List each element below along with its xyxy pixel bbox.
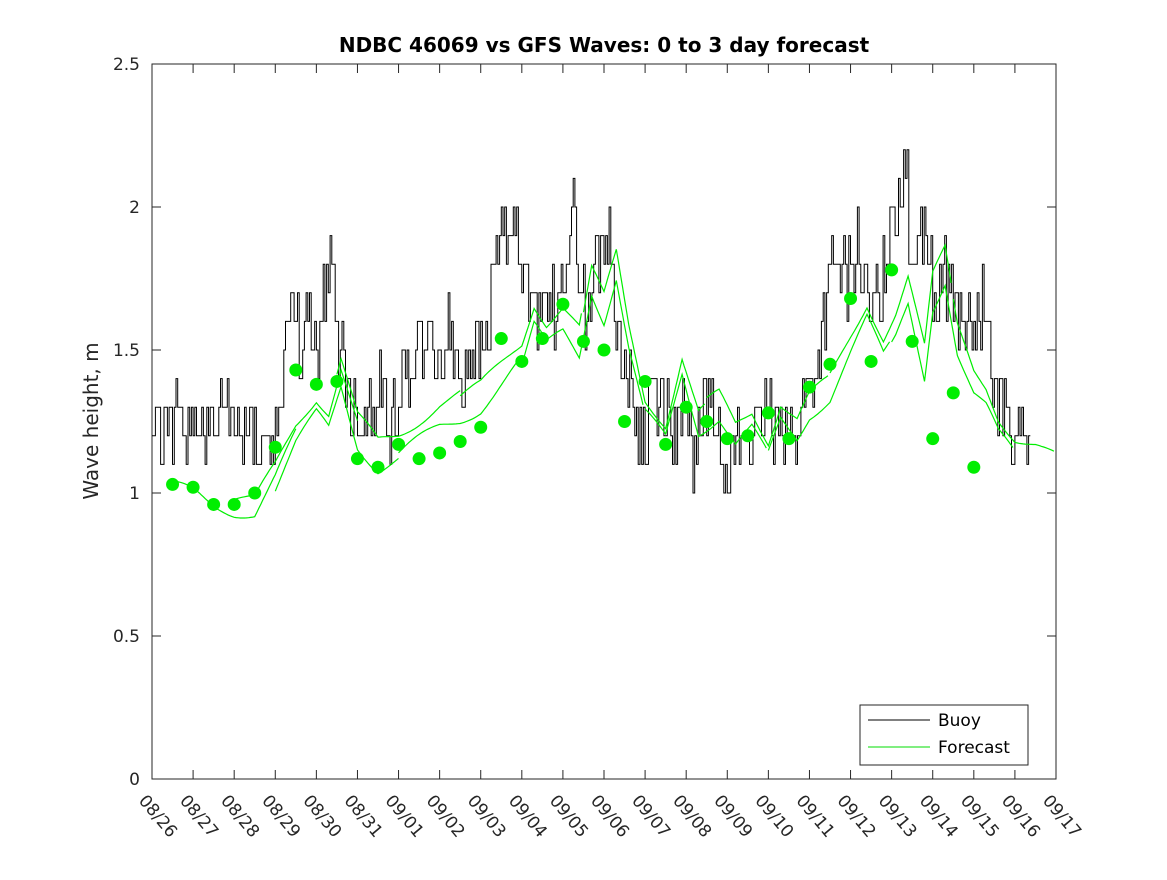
forecast-point <box>638 374 652 388</box>
forecast-point <box>618 415 632 428</box>
forecast-point <box>597 343 611 357</box>
forecast-point <box>474 420 488 434</box>
y-tick-label: 0 <box>129 770 140 790</box>
forecast-point <box>433 446 447 460</box>
legend: Buoy Forecast <box>859 704 1029 766</box>
forecast-point <box>802 380 816 394</box>
forecast-point <box>700 415 714 428</box>
forecast-point <box>679 400 693 414</box>
forecast-point <box>576 334 590 348</box>
forecast-point <box>905 334 919 348</box>
forecast-series-line <box>952 298 1055 452</box>
forecast-point <box>309 377 323 391</box>
forecast-point <box>967 460 981 474</box>
forecast-point <box>248 486 262 500</box>
forecast-point <box>885 263 899 277</box>
forecast-point <box>186 480 200 494</box>
forecast-series-line <box>829 243 952 374</box>
forecast-series-line <box>582 249 706 430</box>
y-axis-label: Wave height, m <box>79 342 103 499</box>
y-tick-label: 1 <box>129 484 140 504</box>
forecast-series-line <box>398 357 521 454</box>
forecast-point <box>515 354 529 368</box>
forecast-point <box>556 297 570 311</box>
forecast-point <box>371 460 385 474</box>
forecast-point <box>330 374 344 388</box>
forecast-point <box>782 432 796 446</box>
forecast-point <box>268 440 282 454</box>
legend-buoy-label: Buoy <box>938 711 981 731</box>
forecast-point <box>761 406 775 420</box>
forecast-point <box>844 292 858 306</box>
forecast-series-line <box>767 312 891 451</box>
buoy-series-line <box>152 149 1031 494</box>
forecast-point <box>166 477 180 491</box>
y-tick-label: 0.5 <box>113 627 140 647</box>
forecast-series-line <box>336 356 461 438</box>
forecast-point <box>535 332 549 346</box>
legend-forecast-label: Forecast <box>938 738 1010 758</box>
forecast-point <box>659 437 673 451</box>
chart-title: NDBC 46069 vs GFS Waves: 0 to 3 day fore… <box>339 33 870 57</box>
y-tick-label: 2.5 <box>113 55 140 75</box>
forecast-series-line <box>891 283 1014 448</box>
forecast-point <box>392 437 406 451</box>
forecast-point <box>741 429 755 443</box>
forecast-point <box>823 357 837 371</box>
y-tick-label: 1.5 <box>113 341 140 361</box>
forecast-point <box>412 452 426 466</box>
forecast-point <box>946 386 960 400</box>
forecast-point <box>289 363 303 377</box>
y-tick-label: 2 <box>129 198 140 218</box>
forecast-series-line <box>706 375 829 448</box>
forecast-point <box>864 354 878 368</box>
forecast-point <box>494 332 508 346</box>
forecast-point <box>453 435 467 449</box>
forecast-point <box>350 452 364 466</box>
forecast-point <box>227 497 241 511</box>
legend-box <box>859 704 1029 766</box>
forecast-point <box>720 432 734 446</box>
forecast-point <box>926 432 940 446</box>
forecast-point <box>207 497 221 511</box>
